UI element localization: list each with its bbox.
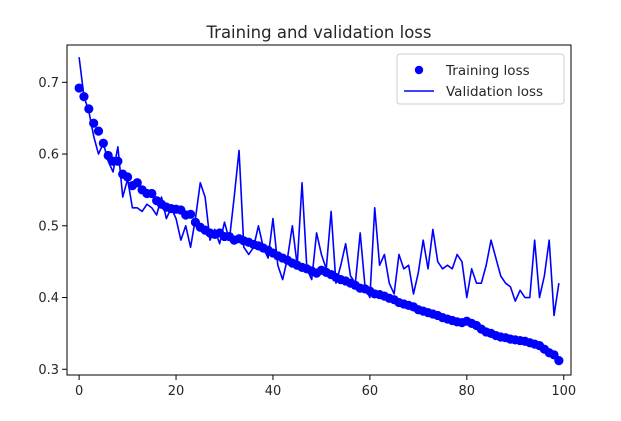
y-tick-label: 0.3 bbox=[38, 363, 59, 378]
x-tick-label: 20 bbox=[168, 384, 185, 399]
training-loss-point bbox=[98, 138, 108, 148]
x-tick-label: 60 bbox=[362, 384, 379, 399]
training-loss-point bbox=[185, 209, 196, 219]
y-tick-label: 0.7 bbox=[38, 76, 59, 91]
legend-training-marker bbox=[414, 65, 424, 75]
training-loss-point bbox=[122, 172, 133, 182]
training-loss-point bbox=[554, 356, 564, 366]
training-loss-point bbox=[93, 126, 104, 136]
legend: Training loss Validation loss bbox=[396, 53, 565, 105]
training-loss-point bbox=[113, 156, 123, 166]
training-loss-point bbox=[132, 178, 142, 188]
legend-training-label: Training loss bbox=[445, 63, 530, 79]
plot-frame bbox=[66, 44, 572, 376]
training-loss-point bbox=[74, 83, 84, 93]
x-tick-label: 100 bbox=[551, 384, 576, 399]
training-loss-point bbox=[84, 104, 94, 114]
training-loss-point bbox=[79, 92, 89, 102]
chart-title: Training and validation loss bbox=[206, 23, 432, 42]
y-tick-label: 0.4 bbox=[38, 291, 59, 306]
y-axis-ticks: 0.3 0.4 0.5 0.6 0.7 bbox=[38, 76, 67, 378]
x-tick-label: 0 bbox=[75, 384, 83, 399]
legend-box bbox=[396, 53, 565, 105]
training-loss-point bbox=[147, 188, 157, 199]
series-layer bbox=[74, 57, 564, 366]
x-axis-ticks: 0 20 40 60 80 100 bbox=[75, 375, 576, 399]
x-tick-label: 40 bbox=[265, 384, 282, 399]
y-tick-label: 0.6 bbox=[38, 148, 59, 163]
training-loss-point bbox=[89, 118, 99, 128]
x-tick-label: 80 bbox=[459, 384, 476, 399]
y-tick-label: 0.5 bbox=[38, 219, 59, 234]
legend-validation-label: Validation loss bbox=[446, 84, 543, 100]
